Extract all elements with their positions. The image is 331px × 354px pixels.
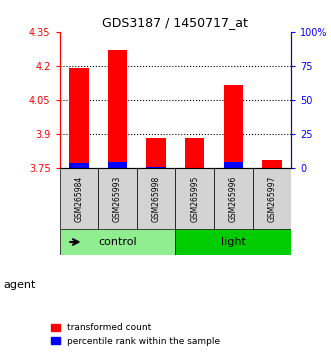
Title: GDS3187 / 1450717_at: GDS3187 / 1450717_at bbox=[103, 16, 248, 29]
Bar bbox=[60, 229, 175, 255]
Text: GSM265998: GSM265998 bbox=[152, 176, 161, 222]
Bar bbox=[214, 169, 253, 229]
Text: agent: agent bbox=[3, 280, 36, 290]
Bar bbox=[108, 162, 127, 169]
Bar bbox=[224, 85, 243, 169]
Text: GSM265984: GSM265984 bbox=[74, 176, 83, 222]
Bar bbox=[262, 160, 282, 169]
Bar bbox=[224, 162, 243, 169]
Bar bbox=[253, 169, 291, 229]
Bar bbox=[146, 138, 166, 169]
Bar bbox=[185, 168, 204, 169]
Bar bbox=[69, 68, 88, 169]
Bar bbox=[175, 229, 291, 255]
Bar bbox=[185, 138, 204, 169]
Text: GSM265996: GSM265996 bbox=[229, 176, 238, 222]
Text: GSM265993: GSM265993 bbox=[113, 176, 122, 222]
Bar bbox=[175, 169, 214, 229]
Text: control: control bbox=[98, 237, 137, 247]
Legend: transformed count, percentile rank within the sample: transformed count, percentile rank withi… bbox=[48, 320, 224, 349]
Bar bbox=[60, 169, 98, 229]
Bar bbox=[146, 167, 166, 169]
Bar bbox=[98, 169, 137, 229]
Text: GSM265995: GSM265995 bbox=[190, 176, 199, 222]
Text: GSM265997: GSM265997 bbox=[267, 176, 276, 222]
Bar bbox=[69, 163, 88, 169]
Bar bbox=[137, 169, 175, 229]
Bar bbox=[108, 50, 127, 169]
Text: light: light bbox=[221, 237, 246, 247]
Bar bbox=[262, 168, 282, 169]
